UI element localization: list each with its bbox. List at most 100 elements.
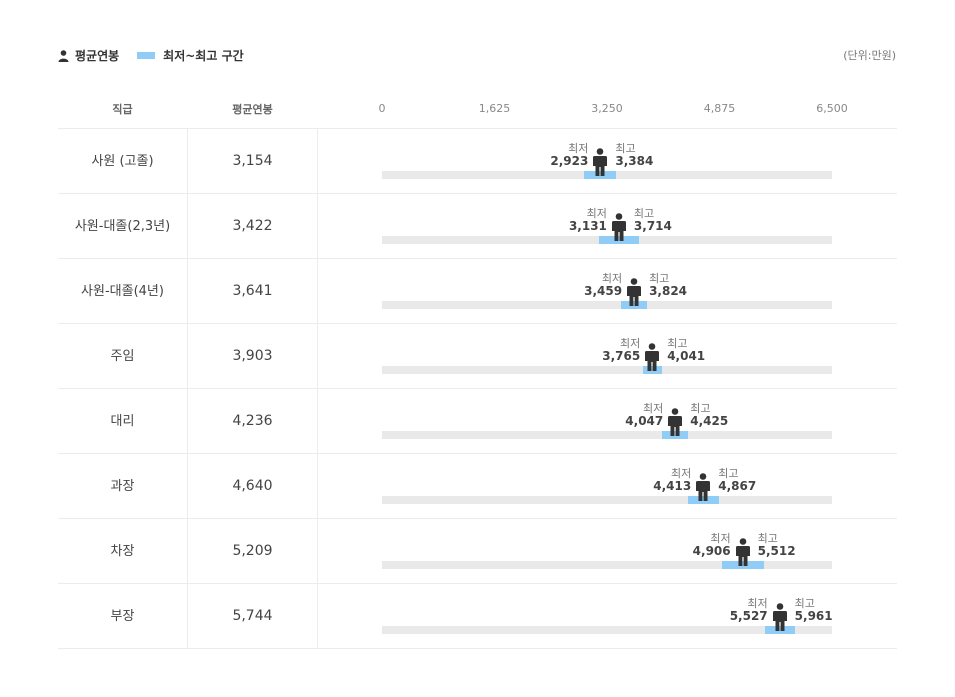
range-bar (621, 301, 647, 309)
legend-item-range: 최저~최고 구간 (137, 47, 244, 64)
header-rank: 직급 (112, 103, 133, 116)
legend-item-avg: 평균연봉 (58, 47, 119, 64)
min-value: 3,131 (568, 219, 607, 233)
avg-value: 3,641 (232, 283, 273, 299)
unit-label: (단위:만원) (843, 49, 896, 62)
avg-value: 4,236 (232, 413, 273, 429)
avg-value: 3,422 (232, 218, 273, 234)
header-avg: 평균연봉 (232, 103, 273, 116)
rank-label: 차장 (110, 544, 135, 559)
table-row: 사원 (고졸) 3,154 최저 2,923 최고 3,384 (0, 129, 955, 194)
row-divider (58, 583, 897, 584)
table-row: 차장 5,209 최저 4,906 최고 5,512 (0, 519, 955, 584)
legend-range-label: 최저~최고 구간 (163, 49, 244, 63)
x-tick-label: 0 (378, 102, 386, 115)
max-label: 최고 (615, 142, 636, 155)
min-label: 최저 (586, 207, 607, 220)
row-divider (58, 648, 897, 649)
max-value: 5,512 (757, 544, 796, 558)
min-value: 4,413 (653, 479, 692, 493)
rank-label: 부장 (110, 609, 135, 624)
x-tick-label: 3,250 (591, 102, 623, 115)
min-label: 최저 (619, 337, 641, 350)
max-value: 5,961 (794, 609, 833, 623)
person-icon (58, 49, 69, 62)
table-row: 과장 4,640 최저 4,413 최고 4,867 (0, 454, 955, 519)
avg-person-marker (645, 343, 660, 371)
min-value: 3,765 (602, 349, 641, 363)
avg-value: 4,640 (232, 478, 273, 494)
table-row: 사원-대졸(2,3년) 3,422 최저 3,131 최고 3,714 (0, 194, 955, 259)
table-row: 사원-대졸(4년) 3,641 최저 3,459 최고 3,824 (0, 259, 955, 324)
avg-person-marker (627, 278, 642, 306)
min-value: 4,906 (692, 544, 731, 558)
min-label: 최저 (670, 467, 692, 480)
max-value: 3,824 (649, 284, 688, 298)
min-value: 2,923 (550, 154, 589, 168)
min-label: 최저 (710, 532, 731, 545)
avg-person-marker (735, 538, 750, 566)
min-label: 최저 (747, 597, 768, 610)
rank-label: 사원-대졸(4년) (81, 284, 164, 299)
range-bar (584, 171, 617, 179)
max-value: 3,384 (615, 154, 654, 168)
avg-person-marker (593, 148, 608, 176)
max-value: 4,425 (690, 414, 729, 428)
row-divider (58, 518, 897, 519)
legend-range-swatch (137, 52, 156, 59)
range-track (382, 431, 832, 439)
min-value: 3,459 (584, 284, 623, 298)
rank-label: 주임 (110, 349, 135, 364)
max-value: 4,041 (667, 349, 706, 363)
x-tick-label: 1,625 (478, 102, 511, 115)
range-bar (598, 236, 640, 244)
avg-value: 5,209 (232, 543, 273, 559)
row-divider (58, 388, 897, 389)
row-divider (58, 193, 897, 194)
avg-value: 3,903 (232, 348, 273, 364)
row-divider (58, 258, 897, 259)
range-track (382, 626, 832, 634)
rank-label: 사원-대졸(2,3년) (74, 219, 171, 234)
avg-person-marker (696, 473, 711, 501)
max-label: 최고 (667, 337, 688, 350)
avg-value: 5,744 (232, 608, 273, 624)
max-label: 최고 (757, 532, 778, 545)
x-tick-label: 6,500 (816, 102, 848, 115)
min-label: 최저 (601, 272, 623, 285)
table-row: 주임 3,903 최저 3,765 최고 4,041 (0, 324, 955, 389)
range-track (382, 301, 832, 309)
range-bar (687, 496, 719, 504)
range-track (382, 496, 832, 504)
avg-value: 3,154 (232, 153, 273, 169)
range-bar (662, 431, 689, 439)
range-track (382, 561, 832, 569)
max-label: 최고 (794, 597, 815, 610)
table-row: 대리 4,236 최저 4,047 최고 4,425 (0, 389, 955, 454)
max-value: 4,867 (718, 479, 757, 493)
legend: 평균연봉 최저~최고 구간 (58, 47, 262, 64)
rank-label: 대리 (110, 414, 135, 429)
range-bar (721, 561, 764, 569)
range-bar (642, 366, 662, 374)
row-divider (58, 323, 897, 324)
rank-label: 사원 (고졸) (91, 154, 154, 169)
min-value: 5,527 (729, 609, 768, 623)
row-divider (58, 453, 897, 454)
max-label: 최고 (633, 207, 655, 220)
avg-person-marker (772, 603, 787, 631)
header-divider (58, 128, 897, 129)
x-tick-label: 4,875 (703, 102, 736, 115)
rank-label: 과장 (110, 479, 135, 494)
avg-person-marker (668, 408, 683, 436)
min-value: 4,047 (625, 414, 664, 428)
min-label: 최저 (568, 142, 589, 155)
max-label: 최고 (718, 467, 739, 480)
legend-avg-label: 평균연봉 (75, 49, 120, 63)
max-label: 최고 (690, 402, 711, 415)
min-label: 최저 (643, 402, 664, 415)
range-track (382, 366, 832, 374)
range-bar (764, 626, 795, 634)
avg-person-marker (611, 213, 626, 241)
table-row: 부장 5,744 최저 5,527 최고 5,961 (0, 584, 955, 649)
